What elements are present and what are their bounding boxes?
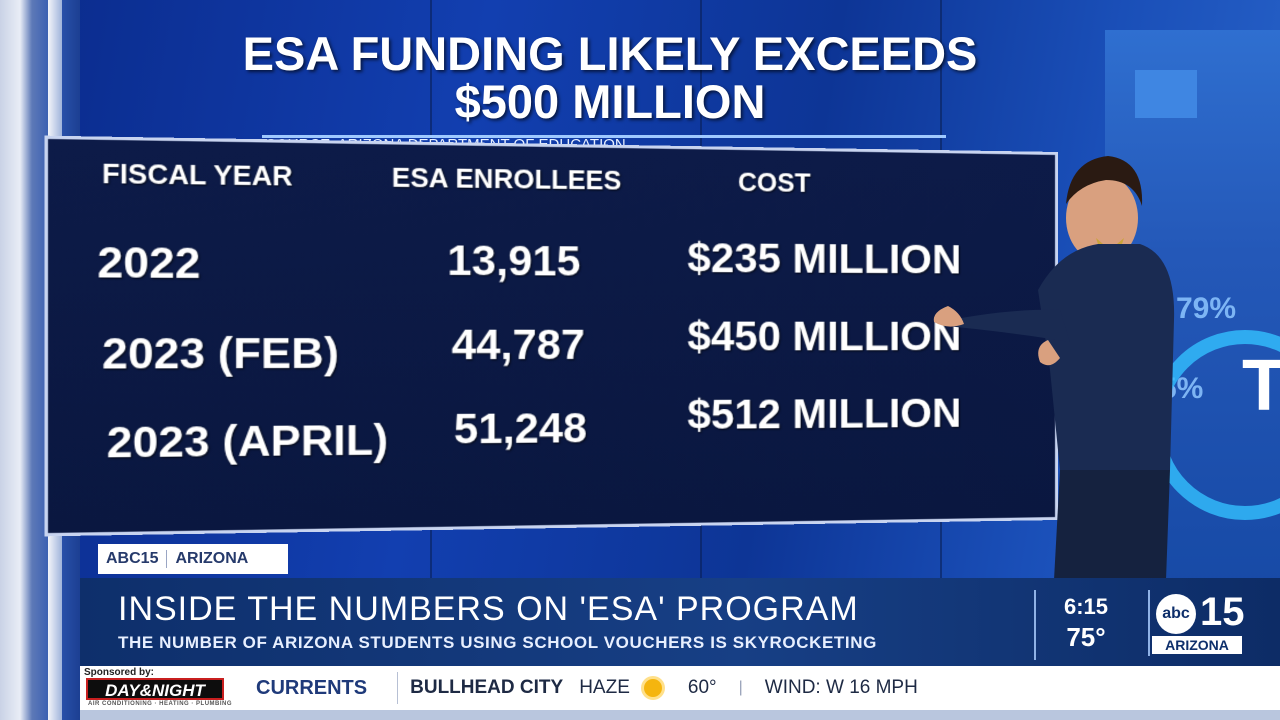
headline-line-1: ESA FUNDING LIKELY EXCEEDS (242, 27, 978, 80)
logo-state-label: ARIZONA (1152, 636, 1242, 654)
background-tile (1135, 70, 1197, 118)
station-location-tag: ABC15 ARIZONA (98, 544, 288, 574)
table-row-year: 2023 (APRIL) (106, 417, 389, 468)
station-logo: abc 15 ARIZONA (1148, 590, 1245, 656)
presenter-figure (933, 156, 1175, 580)
abc-logo-mark: abc (1156, 594, 1196, 634)
background-percent-1: 79% (1176, 292, 1237, 325)
sponsored-by-label: Sponsored by: (84, 667, 155, 678)
station-tag: ABC15 (106, 550, 159, 567)
current-time: 6:15 (1063, 594, 1109, 619)
table-row-year: 2023 (FEB) (101, 330, 339, 379)
ticker-section-label: CURRENTS (240, 672, 399, 704)
table-row-year: 2022 (97, 239, 201, 288)
headline-divider (262, 135, 946, 138)
lower-third-banner (80, 578, 1280, 666)
table-row-cost: $450 MILLION (687, 314, 962, 360)
table-row-cost: $512 MILLION (687, 391, 962, 439)
ticker-temperature: 60° (687, 677, 717, 698)
sponsor-logo: DAY&NIGHT (86, 678, 224, 700)
table-row-enrollees: 51,248 (453, 405, 588, 453)
channel-number: 15 (1200, 590, 1245, 634)
sponsor-block: Sponsored by: DAY&NIGHT AIR CONDITIONING… (80, 666, 240, 710)
ticker-condition: HAZE (579, 677, 630, 698)
column-header-enrollees: ESA ENROLLEES (391, 163, 622, 196)
tag-divider (166, 550, 168, 568)
headline-line-2: $500 MILLION (454, 75, 766, 128)
story-title: INSIDE THE NUMBERS ON 'ESA' PROGRAM (118, 590, 859, 628)
current-temperature: 75° (1066, 622, 1106, 652)
time-temperature-box: 6:15 75° (1034, 590, 1136, 660)
table-row-enrollees: 44,787 (451, 322, 586, 369)
ticker-wind: WIND: W 16 MPH (764, 677, 918, 698)
bottom-strip (80, 710, 1280, 720)
sponsor-tagline: AIR CONDITIONING · HEATING · PLUMBING (88, 701, 233, 707)
table-row-enrollees: 13,915 (447, 238, 581, 285)
sun-icon (643, 679, 662, 697)
location-tag: ARIZONA (175, 550, 249, 567)
story-subtitle: THE NUMBER OF ARIZONA STUDENTS USING SCH… (118, 633, 877, 652)
background-letter: T (1242, 346, 1280, 426)
ticker-city: BULLHEAD CITY (410, 677, 564, 698)
column-header-cost: COST (737, 168, 811, 199)
weather-ticker: Sponsored by: DAY&NIGHT AIR CONDITIONING… (80, 666, 1280, 710)
esa-funding-table: FISCAL YEAR ESA ENROLLEES COST 2022 13,9… (44, 135, 1058, 537)
column-header-fiscal-year: FISCAL YEAR (101, 159, 293, 192)
board-headline: ESA FUNDING LIKELY EXCEEDS $500 MILLION (200, 30, 1020, 126)
ticker-divider: | (738, 679, 743, 696)
table-row-cost: $235 MILLION (687, 235, 962, 283)
